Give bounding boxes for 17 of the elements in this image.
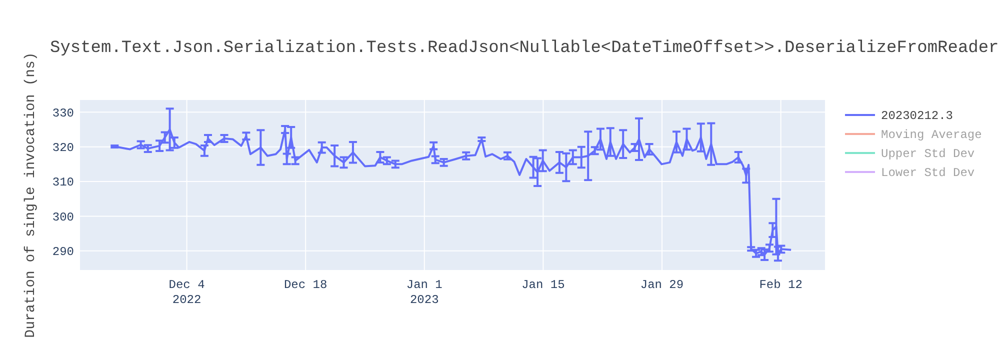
- y-tick-label: 300: [52, 210, 74, 224]
- legend-label: 20230212.3: [881, 109, 954, 124]
- x-tick-label: Jan 15: [522, 278, 565, 292]
- legend-label: Upper Std Dev: [881, 147, 975, 162]
- x-tick-label: Jan 1 2023: [406, 278, 442, 307]
- y-tick-label: 310: [52, 176, 74, 190]
- x-tick-label: Jan 29: [640, 278, 684, 292]
- x-tick-label: Feb 12: [759, 278, 802, 292]
- y-axis-title: Duration of single invocation (ns): [23, 52, 39, 338]
- legend-label: Moving Average: [881, 128, 982, 142]
- legend-label: Lower Std Dev: [881, 166, 975, 180]
- y-tick-label: 320: [52, 141, 74, 156]
- y-tick-label: 330: [52, 106, 74, 120]
- x-tick-label: Dec 4 2022: [168, 278, 205, 307]
- x-tick-label: Dec 18: [284, 278, 328, 292]
- y-tick-label: 290: [52, 245, 74, 260]
- chart-title: System.Text.Json.Serialization.Tests.ReadJson<Nullable<DateTimeOffset>>.DeserializeFromReader: [50, 39, 999, 58]
